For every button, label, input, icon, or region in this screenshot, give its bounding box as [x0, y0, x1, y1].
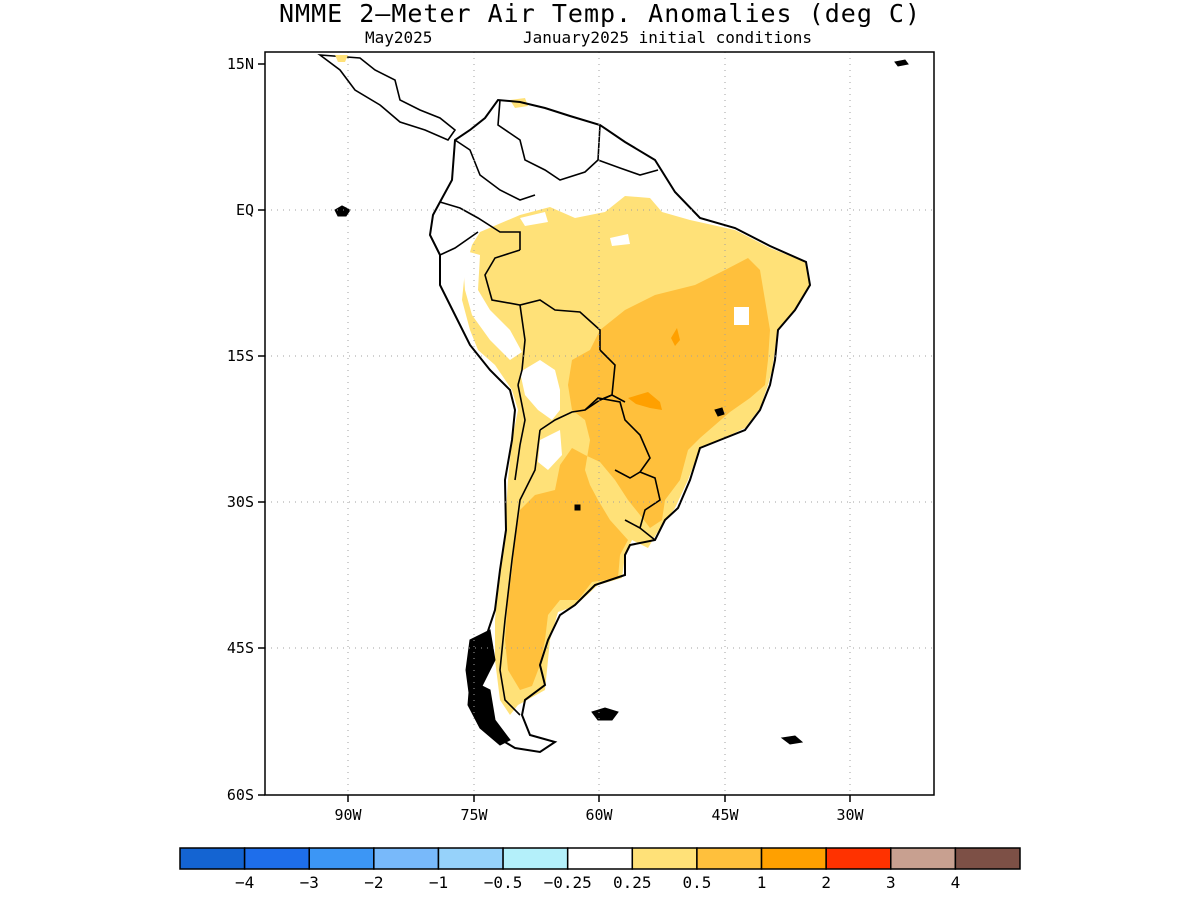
colorbar-swatch: [696, 847, 763, 870]
colorbar-label: 4: [951, 873, 961, 892]
anomaly-region-strong: [628, 392, 662, 410]
lon-label-45w: 45W: [711, 806, 739, 824]
colorbar-label: −4: [235, 873, 254, 892]
lon-label-30w: 30W: [836, 806, 864, 824]
colorbar-label: −3: [300, 873, 319, 892]
near-zero-andes-north: [462, 250, 522, 360]
colorbar-label: 0.25: [613, 873, 652, 892]
colorbar-label: −1: [429, 873, 448, 892]
colorbar-label: 2: [821, 873, 831, 892]
lat-label-45s: 45S: [227, 639, 254, 657]
colorbar-label: 0.5: [682, 873, 711, 892]
colorbar-label: 3: [886, 873, 896, 892]
lat-label-60s: 60S: [227, 786, 254, 804]
colorbar-label: −0.5: [484, 873, 523, 892]
colorbar-swatch: [243, 847, 310, 870]
anomaly-patch-mexico: [335, 55, 348, 62]
country-borders: [429, 99, 661, 716]
lat-label-15n: 15N: [227, 55, 254, 73]
near-zero-bolivia: [520, 360, 560, 420]
colorbar-label: −0.25: [544, 873, 592, 892]
colorbar-label: −2: [364, 873, 383, 892]
colorbar-swatch: [502, 847, 569, 870]
colorbar-swatch: [566, 847, 634, 870]
colorbar-swatch: [179, 847, 246, 870]
lat-label-15s: 15S: [227, 347, 254, 365]
colorbar-swatch: [825, 847, 892, 870]
lon-label-90w: 90W: [334, 806, 362, 824]
anomaly-region-strong-2: [671, 328, 680, 346]
initial-conditions: January2025 initial conditions: [523, 28, 812, 47]
lat-label-eq: EQ: [236, 201, 254, 219]
lon-label-60w: 60W: [585, 806, 613, 824]
tick-marks: [258, 63, 851, 802]
colorbar-swatch: [631, 847, 698, 870]
colorbar-swatch: [954, 847, 1021, 870]
near-zero-north: [520, 212, 548, 226]
colorbar: −4 −3 −2 −1 −0.5 −0.25 0.25 0.5 1 2 3 4: [179, 847, 1021, 892]
colorbar-swatch: [760, 847, 827, 870]
coastline: [428, 98, 812, 754]
lon-label-75w: 75W: [460, 806, 488, 824]
near-zero-chile-north: [538, 430, 562, 470]
near-zero-amazon: [610, 234, 630, 246]
near-zero-box: [734, 307, 749, 325]
map-title: NMME 2–Meter Air Temp. Anomalies (deg C): [278, 0, 922, 28]
lat-label-30s: 30S: [227, 493, 254, 511]
central-america-landmass: [317, 53, 457, 141]
colorbar-swatch: [373, 847, 440, 870]
forecast-month: May2025: [365, 28, 433, 47]
colorbar-swatch: [437, 847, 504, 870]
colorbar-label: 1: [757, 873, 767, 892]
colorbar-swatch: [308, 847, 375, 870]
colorbar-swatch: [890, 847, 957, 870]
